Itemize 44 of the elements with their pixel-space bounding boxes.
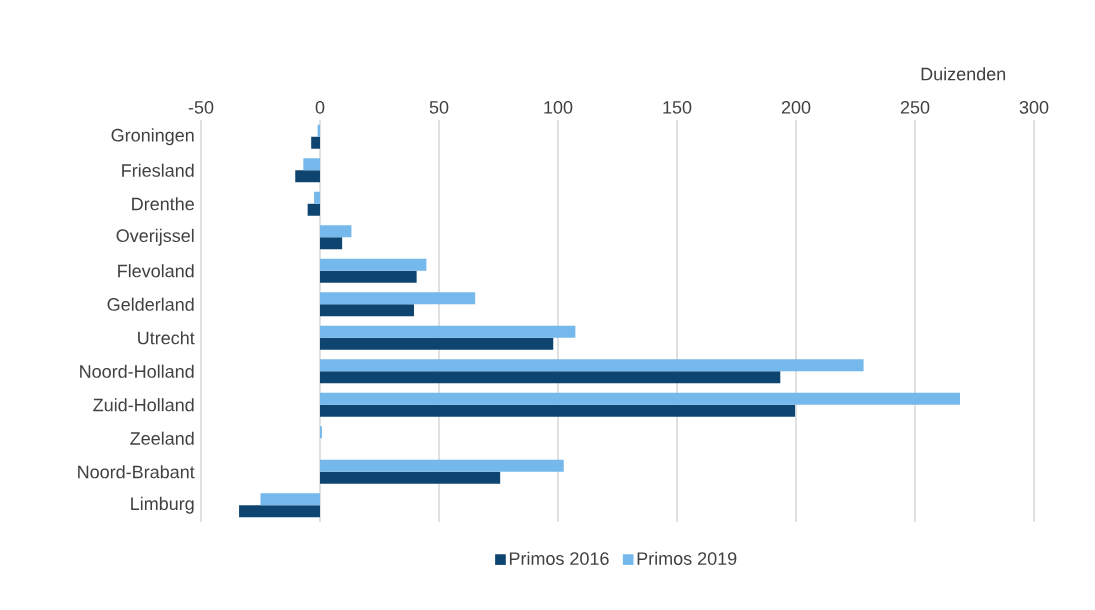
x-tick-label: -50 xyxy=(188,100,214,114)
x-tick-label: 250 xyxy=(900,100,930,114)
y-tick-label: Zuid-Holland xyxy=(93,398,194,412)
bar xyxy=(314,191,320,204)
bar xyxy=(320,270,417,283)
bar xyxy=(320,404,796,417)
bar xyxy=(295,170,320,183)
bar xyxy=(311,136,320,149)
bar xyxy=(320,371,781,384)
bar xyxy=(320,459,564,472)
bar xyxy=(320,225,352,238)
bar xyxy=(320,471,501,484)
y-tick-label: Friesland xyxy=(122,163,194,177)
x-tick-label: 100 xyxy=(544,100,573,114)
y-tick-label: Gelderland xyxy=(107,297,194,311)
x-tick-label: 300 xyxy=(1019,100,1049,114)
bar xyxy=(320,304,415,317)
bar xyxy=(320,237,343,250)
x-tick-label: 0 xyxy=(315,100,325,114)
y-tick-label: Noord-Brabant xyxy=(78,465,195,479)
bar xyxy=(320,292,476,305)
bar xyxy=(260,493,320,506)
bar xyxy=(320,325,576,338)
x-tick-label: 200 xyxy=(781,100,811,114)
y-tick-label: Drenthe xyxy=(132,197,194,211)
bar xyxy=(239,505,320,518)
legend-label: Primos 2019 xyxy=(637,551,737,565)
bar xyxy=(320,337,554,350)
x-tick-label: 150 xyxy=(663,100,692,114)
y-tick-label: Overijssel xyxy=(116,228,194,246)
bar xyxy=(307,203,320,216)
x-tick-label: 50 xyxy=(429,100,449,114)
y-tick-label: Noord-Holland xyxy=(80,364,194,378)
bar xyxy=(303,158,320,171)
bar xyxy=(320,258,427,271)
bar xyxy=(320,359,864,372)
y-tick-label: Zeeland xyxy=(130,431,194,445)
y-tick-label: Flevoland xyxy=(118,264,194,278)
y-tick-label: Groningen xyxy=(111,128,194,146)
y-tick-label: Limburg xyxy=(131,496,194,514)
y-tick-label: Utrecht xyxy=(138,331,195,345)
legend-label: Primos 2016 xyxy=(509,551,609,565)
x-axis-title: Duizenden xyxy=(921,67,1006,81)
bar xyxy=(320,392,960,405)
